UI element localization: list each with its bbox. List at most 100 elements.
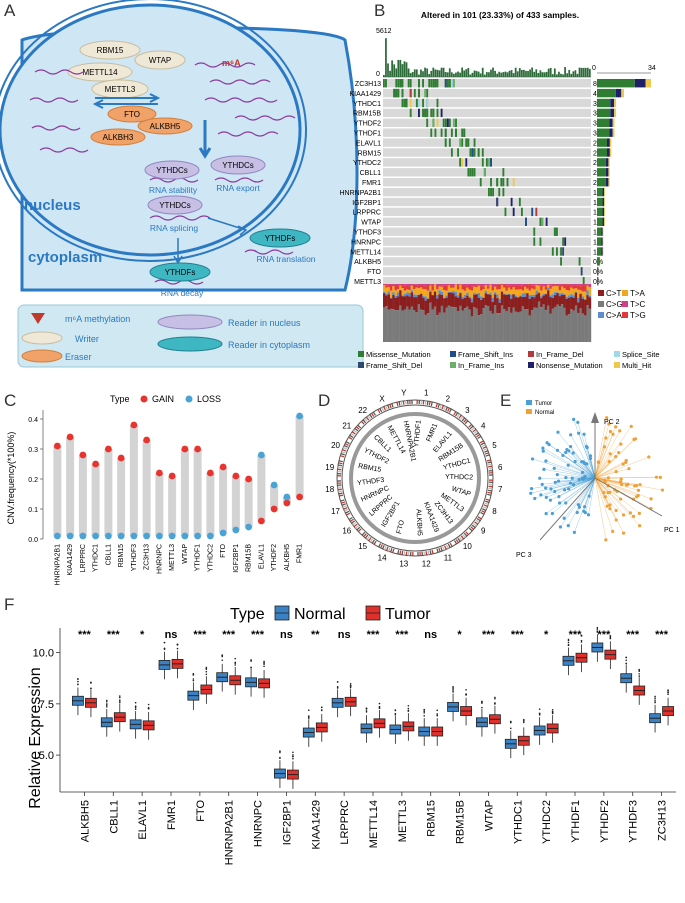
titv-segment [403,296,407,310]
titv-segment [456,297,460,312]
gain-point [206,469,214,477]
titv-segment [558,285,562,291]
box-x-label: HNRNPA2B1 [224,800,236,865]
titv-segment [579,290,582,294]
titv-segment [470,302,474,317]
titv-segment [514,295,518,298]
titv-segment [491,290,495,298]
titv-segment [558,284,562,286]
outlier-point [625,659,628,662]
titv-segment [431,290,435,296]
titv-segment [424,314,428,342]
titv-segment [396,310,400,342]
mutation-cell [448,79,451,88]
titv-segment [588,297,592,309]
box-x-label: YTHDF3 [628,800,640,843]
gene-mut-bar [597,178,606,187]
pca-spoke [588,477,596,515]
outlier-point [509,721,512,724]
tmb-bar [459,72,461,77]
titv-segment [533,289,536,295]
titv-segment [487,305,490,342]
tmb-bar [570,73,573,77]
titv-segment [406,284,409,286]
gene-mut-bar [597,138,608,147]
titv-segment [530,285,534,289]
titv-segment [521,306,525,342]
writer-rbm15 [79,40,141,60]
mutation-cell [469,168,472,177]
pca-spoke [594,453,611,479]
ideogram-band [352,522,357,526]
pca-point [614,455,618,459]
pca-spoke [558,477,596,497]
titv-segment [517,289,520,298]
mutation-cell [483,168,486,177]
significance-label: *** [222,629,236,641]
outlier-point [580,641,583,643]
ideogram-band [337,470,342,473]
gene-label: YTHDC1 [353,101,381,108]
mutation-cell [395,88,398,98]
ideogram-band [488,483,493,486]
titv-segment [572,297,576,311]
titv-segment [406,295,409,307]
gain-point [104,445,112,453]
tmb-bar [518,68,521,77]
pca-spoke [594,456,649,479]
ideogram-band [428,401,431,406]
chromosome-label: 16 [342,526,351,535]
ideogram-band [484,452,490,455]
outlier-point [667,691,669,694]
pca-point [544,495,548,499]
mutation-cell [533,237,536,246]
titv-segment [498,298,502,303]
titv-legend-swatch [622,301,628,307]
pca-spoke [594,430,620,479]
titv-segment [445,284,448,286]
titv-segment [500,285,504,291]
titv-segment [454,306,458,342]
titv-segment [408,293,411,297]
titv-segment [507,284,511,286]
outlier-point [580,634,583,637]
mutation-cell [415,98,418,108]
outlier-point [567,641,570,644]
titv-segment [417,304,421,342]
ideogram-band [357,424,362,429]
cnv-x-label: WTAP [182,544,189,564]
box-x-label: YTHDF2 [599,800,611,843]
titv-segment [503,284,506,288]
chromosome-label: 22 [358,406,367,415]
chromosome-label: Y [401,389,407,398]
cnv-x-label: YTHDF3 [131,544,138,571]
titv-segment [438,294,441,313]
ideogram-band [369,414,373,419]
chromosome-label: 10 [463,542,472,551]
titv-segment [408,309,411,342]
titv-segment [498,302,502,314]
ideogram-band [420,400,423,405]
titv-segment [436,284,439,286]
pca-point [568,481,573,485]
gene-label: HNRNPC [351,239,381,246]
outlier-point [279,757,281,760]
panel-letter-b: B [374,1,385,20]
titv-segment [496,313,499,342]
ideogram-band [369,538,374,543]
titv-segment [408,286,411,291]
titv-segment [408,296,411,310]
gene-mut-bar [597,197,603,207]
pca-spoke [590,458,596,479]
outlier-point [452,691,454,693]
pca-point [621,531,626,535]
gene-mut-bar [608,158,610,167]
titv-segment [438,284,441,287]
pca-point [584,444,589,449]
ideogram-band [385,405,388,410]
gain-point [257,517,265,525]
panel-e-pca: Tumor Normal PC 2 PC 1 PC 3 [516,400,680,559]
titv-segment [521,293,525,298]
pca-point [608,452,612,456]
loss-point [117,532,125,540]
